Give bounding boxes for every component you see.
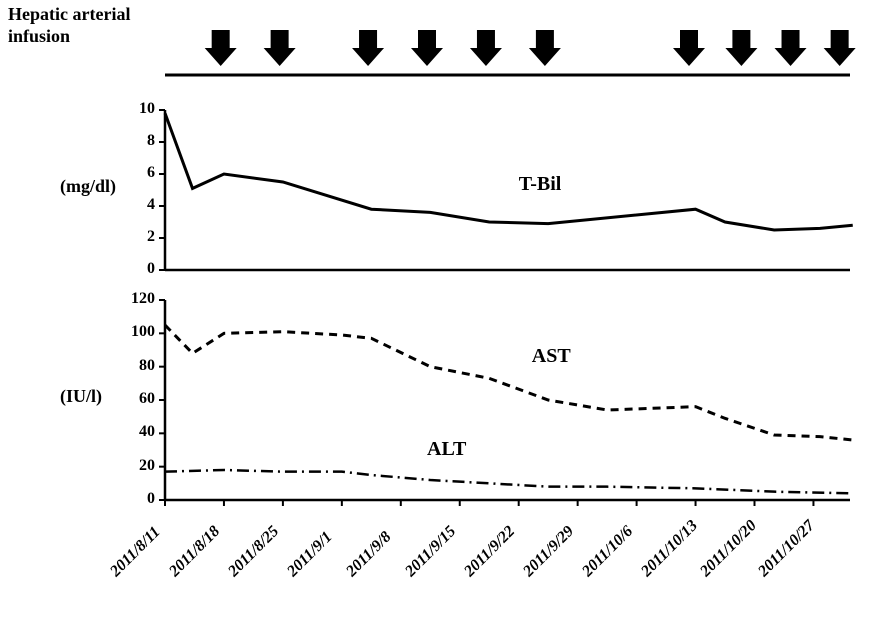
y-tick-label: 40 xyxy=(115,423,155,441)
y-tick-label: 120 xyxy=(115,290,155,308)
y-tick-label: 80 xyxy=(115,357,155,375)
series-line-alt xyxy=(165,470,853,493)
y-tick-label: 0 xyxy=(115,490,155,508)
series-label-ast: AST xyxy=(532,345,571,368)
series-label-alt: ALT xyxy=(427,438,466,461)
series-line-ast xyxy=(165,325,853,440)
y-tick-label: 20 xyxy=(115,457,155,475)
y-tick-label: 60 xyxy=(115,390,155,408)
y-tick-label: 100 xyxy=(115,323,155,341)
